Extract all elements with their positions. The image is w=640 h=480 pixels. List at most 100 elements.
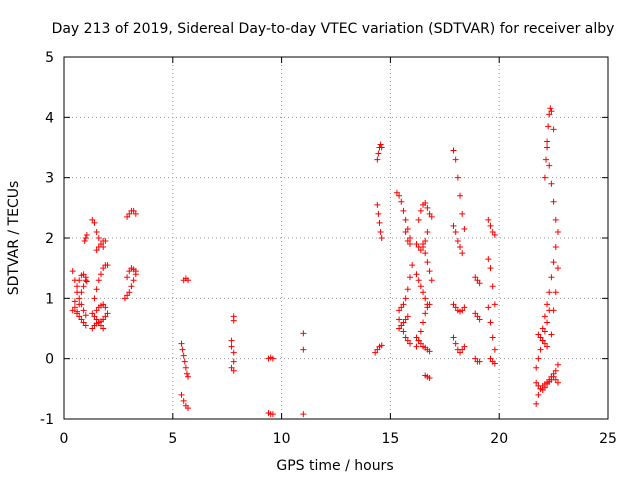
data-point bbox=[406, 235, 413, 241]
data-point bbox=[93, 228, 100, 235]
data-point bbox=[182, 364, 189, 371]
data-point bbox=[181, 358, 188, 365]
data-point bbox=[413, 241, 420, 248]
data-point bbox=[230, 317, 237, 324]
data-point bbox=[89, 216, 96, 223]
data-point bbox=[476, 280, 483, 287]
data-point bbox=[396, 307, 403, 314]
data-point bbox=[544, 301, 551, 308]
data-point bbox=[228, 343, 235, 350]
data-point bbox=[459, 250, 466, 257]
data-point bbox=[417, 328, 424, 335]
y-axis-label: SDTVAR / TECUs bbox=[6, 181, 22, 296]
data-point bbox=[457, 244, 464, 251]
data-point bbox=[420, 241, 427, 248]
data-point bbox=[476, 358, 483, 365]
data-point bbox=[402, 316, 409, 323]
data-point bbox=[539, 325, 546, 332]
data-point bbox=[69, 268, 76, 275]
data-point bbox=[474, 277, 481, 284]
data-point bbox=[491, 231, 498, 238]
data-point bbox=[269, 355, 276, 362]
data-point bbox=[82, 235, 89, 241]
data-point bbox=[230, 358, 237, 365]
data-point bbox=[95, 277, 102, 284]
data-point bbox=[83, 231, 90, 238]
data-point bbox=[130, 207, 137, 214]
data-point bbox=[81, 238, 88, 245]
data-point bbox=[124, 213, 131, 220]
data-point bbox=[180, 397, 187, 404]
data-point bbox=[450, 334, 457, 341]
data-point bbox=[450, 301, 457, 308]
data-point bbox=[100, 265, 107, 272]
data-point bbox=[82, 322, 89, 329]
data-point bbox=[76, 295, 83, 302]
data-point bbox=[552, 244, 559, 251]
grid bbox=[64, 57, 608, 419]
data-point bbox=[180, 352, 187, 359]
data-point bbox=[539, 337, 546, 344]
x-tick-label: 0 bbox=[60, 431, 69, 447]
data-point bbox=[374, 201, 381, 208]
y-tick-label: 1 bbox=[45, 291, 54, 307]
data-point bbox=[424, 228, 431, 235]
data-point bbox=[548, 274, 555, 281]
data-point bbox=[491, 360, 498, 367]
data-point bbox=[426, 301, 433, 308]
data-point bbox=[396, 325, 403, 332]
data-point bbox=[185, 405, 192, 412]
data-point bbox=[487, 319, 494, 326]
y-tick-label: 2 bbox=[45, 231, 54, 247]
x-tick-label: 20 bbox=[490, 431, 508, 447]
data-point bbox=[404, 337, 411, 344]
data-point bbox=[132, 268, 139, 275]
data-point bbox=[404, 286, 411, 293]
data-point bbox=[126, 268, 133, 275]
y-tick-label: 3 bbox=[45, 171, 54, 187]
data-point bbox=[550, 307, 557, 314]
data-point bbox=[487, 265, 494, 272]
data-point bbox=[487, 355, 494, 362]
data-points bbox=[69, 105, 561, 418]
data-point bbox=[428, 213, 435, 220]
data-point bbox=[102, 313, 109, 320]
data-point bbox=[457, 192, 464, 199]
data-point bbox=[550, 198, 557, 205]
y-tick-label: 5 bbox=[45, 50, 54, 66]
data-point bbox=[76, 301, 83, 308]
data-point bbox=[91, 219, 98, 226]
x-tick-label: 10 bbox=[273, 431, 291, 447]
data-point bbox=[95, 244, 102, 251]
data-point bbox=[132, 210, 139, 217]
data-point bbox=[93, 307, 100, 314]
data-point bbox=[452, 304, 459, 311]
data-point bbox=[178, 340, 185, 347]
data-point bbox=[424, 259, 431, 266]
data-point bbox=[489, 283, 496, 290]
data-point bbox=[372, 349, 379, 356]
data-point bbox=[459, 307, 466, 314]
data-point bbox=[533, 379, 540, 386]
data-point bbox=[378, 235, 385, 241]
data-point bbox=[124, 292, 131, 299]
data-point bbox=[535, 331, 542, 338]
data-point bbox=[104, 262, 111, 269]
data-point bbox=[452, 340, 459, 347]
data-point bbox=[461, 343, 468, 350]
data-point bbox=[97, 322, 104, 329]
data-point bbox=[541, 328, 548, 335]
data-point bbox=[476, 316, 483, 323]
data-point bbox=[491, 346, 498, 353]
data-point bbox=[413, 334, 420, 341]
data-point bbox=[415, 216, 422, 223]
data-point bbox=[406, 241, 413, 248]
data-point bbox=[550, 126, 557, 133]
data-point bbox=[402, 216, 409, 223]
data-point bbox=[377, 228, 384, 235]
data-point bbox=[454, 174, 461, 181]
data-point bbox=[404, 313, 411, 320]
data-point bbox=[378, 342, 385, 349]
data-point bbox=[426, 374, 433, 381]
